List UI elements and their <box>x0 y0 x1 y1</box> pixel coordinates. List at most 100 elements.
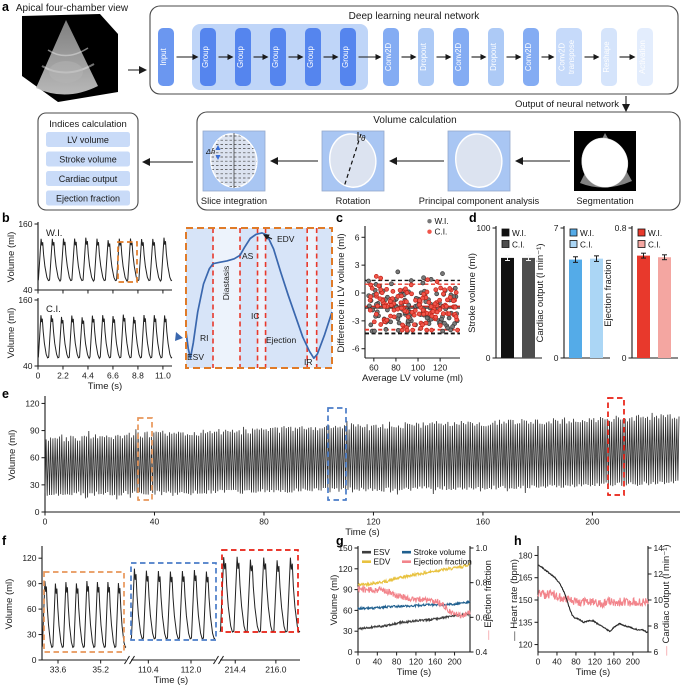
y-tick-label: 40 <box>23 285 33 295</box>
axis-break <box>129 655 135 665</box>
scatter-point-ci <box>443 303 449 309</box>
delta-h-label: Δh <box>205 147 215 156</box>
index-item <box>46 190 130 206</box>
y-tick-label: 0 <box>554 353 559 363</box>
x-tick-label: 11.0 <box>155 371 171 381</box>
x-tick-label: 200 <box>585 517 599 527</box>
step-label: Segmentation <box>576 196 633 206</box>
scatter-point-ci <box>412 308 418 313</box>
scatter-point-ci <box>429 327 434 333</box>
scatter-point-ci <box>432 301 438 307</box>
scatter-point-ci <box>434 309 440 315</box>
scatter-point-ci <box>451 298 456 304</box>
scatter-point-wi <box>424 315 430 321</box>
y2-tick-label: 0.4 <box>476 647 488 657</box>
y-tick-label: 120 <box>22 553 36 563</box>
y-tick-label: 160 <box>18 219 32 229</box>
series-esv <box>357 611 471 631</box>
network-block-group <box>305 28 321 86</box>
scatter-point-wi <box>420 280 426 286</box>
scatter-point-wi <box>408 278 414 283</box>
chart-b_ci: 40 160 0 2.2 4.4 6.6 8.8 11.0 Volume (ml) Time (s… <box>6 295 173 392</box>
step-rotation: θ <box>321 130 385 192</box>
network-block-group <box>270 28 286 86</box>
legend-square <box>569 240 578 248</box>
tspan: Volume (ml) <box>329 575 340 626</box>
scatter-point-ci <box>411 312 417 318</box>
scatter-point-ci <box>395 294 401 299</box>
highlight-box <box>327 407 347 501</box>
phase-label-diastasis: Diastasis <box>221 266 231 300</box>
axis-label: Volume (ml) <box>6 308 17 359</box>
axis-label: — Heart rate (bpm) <box>509 559 520 641</box>
volume-calculation-title: Volume calculation <box>373 115 456 126</box>
scatter-point-ci <box>390 289 396 294</box>
y-tick-label: 180 <box>518 550 532 560</box>
x-tick-label: 120 <box>409 657 423 667</box>
scatter-point-ci <box>413 297 418 303</box>
y-tick-label: 150 <box>518 595 532 605</box>
chart-g: 0 30 60 90 120 150 0.4 0.6 0.8 1.0 0 40 80 120 160 200 V… <box>329 543 494 678</box>
legend-square <box>569 228 578 237</box>
axis-label: Volume (ml) <box>6 232 17 283</box>
tspan: Difference in LV volume (ml) <box>336 234 347 353</box>
scatter-point-ci <box>420 307 426 313</box>
x-tick-label: 120 <box>588 657 602 667</box>
scatter-point-ci <box>369 286 375 291</box>
x-tick-label: 8.8 <box>132 371 144 381</box>
network-block-reshape <box>601 28 617 86</box>
legend-square <box>501 228 510 237</box>
scatter-point-wi <box>442 320 447 326</box>
series-ejection-fraction <box>357 584 471 619</box>
scatter-point-wi <box>395 327 401 333</box>
x-tick-label: 0 <box>43 517 48 527</box>
y-tick-label: 0 <box>348 647 353 657</box>
block-label: Dropout <box>419 42 428 71</box>
y-tick-label: 7 <box>554 223 559 233</box>
scatter-point-ci <box>405 314 411 320</box>
scatter-point-ci <box>376 283 382 289</box>
scatter-point-ci <box>377 296 383 302</box>
x-tick-label: 2.2 <box>57 371 69 381</box>
scatter-point-ci <box>421 291 427 297</box>
legend-square <box>637 228 646 237</box>
scatter-point-wi <box>389 281 394 287</box>
block-label: Reshape <box>602 41 611 72</box>
x-tick-label: 160 <box>428 657 442 667</box>
scatter-point-ci <box>398 300 404 306</box>
x-tick-label: 0 <box>536 657 541 667</box>
bar-wi <box>501 257 514 358</box>
bar-ci <box>658 257 671 358</box>
scatter-point-wi <box>367 303 372 309</box>
scatter-point-ci <box>452 304 458 310</box>
echo-fan <box>36 20 98 95</box>
y-tick-label: 90 <box>30 426 40 436</box>
axis-label: Volume (ml) <box>329 575 340 626</box>
y-tick-label: 60 <box>343 605 353 615</box>
y-tick-label: 135 <box>518 617 532 627</box>
highlight-box <box>607 397 625 496</box>
scatter-point-wi <box>445 325 451 331</box>
y-tick-label: 40 <box>23 361 33 371</box>
scatter-point-ci <box>388 303 394 308</box>
cardiac-cycle-inset: ESV RI Diastasis AS EDV IC Ejection IR <box>175 227 333 369</box>
block-label: Activation <box>638 40 647 74</box>
tspan: — <box>661 643 672 655</box>
y2-tick-label: 0.8 <box>476 578 488 588</box>
cycle-volume-curve <box>185 232 333 360</box>
block-label: Conv2D <box>384 43 393 72</box>
x-tick-label: 200 <box>626 657 640 667</box>
axis-break <box>218 655 224 665</box>
volume-waveform <box>219 556 301 633</box>
tspan: Cardiac output (l min⁻¹) <box>661 544 672 643</box>
series-tag: W.I. <box>46 228 62 239</box>
block-label: Group <box>201 46 210 68</box>
y-tick-label: 0 <box>622 353 627 363</box>
y2-tick-label: 8 <box>654 621 659 631</box>
x-tick-label: 80 <box>259 517 269 527</box>
legend-label: Ejection fraction <box>414 558 473 567</box>
inset-entry-arrow <box>175 332 183 341</box>
x-tick-label: 160 <box>476 517 490 527</box>
y-tick-label: 0 <box>486 353 491 363</box>
